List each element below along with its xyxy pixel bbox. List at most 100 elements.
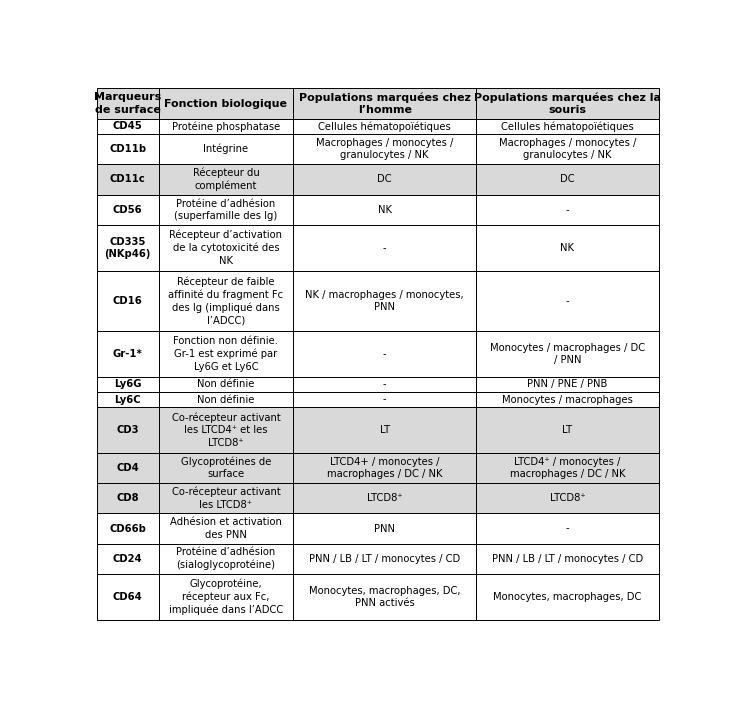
Bar	[158, 225, 293, 271]
Bar	[293, 271, 476, 332]
Text: LTCD8⁺: LTCD8⁺	[550, 494, 585, 503]
Text: PNN / LB / LT / monocytes / CD: PNN / LB / LT / monocytes / CD	[492, 554, 643, 564]
Text: Gr-1*: Gr-1*	[113, 349, 142, 359]
Text: PNN / LB / LT / monocytes / CD: PNN / LB / LT / monocytes / CD	[309, 554, 461, 564]
Text: CD335
(NKp46): CD335 (NKp46)	[105, 236, 151, 259]
Text: Monocytes, macrophages, DC,
PNN activés: Monocytes, macrophages, DC, PNN activés	[309, 585, 461, 608]
Bar	[476, 392, 659, 407]
Bar	[158, 271, 293, 332]
Text: Fonction biologique: Fonction biologique	[164, 99, 287, 109]
Text: Intégrine: Intégrine	[203, 144, 248, 154]
Text: Fonction non définie.
Gr-1 est exprimé par
Ly6G et Ly6C: Fonction non définie. Gr-1 est exprimé p…	[173, 336, 279, 372]
Bar	[158, 574, 293, 620]
Bar	[158, 88, 293, 118]
Bar	[293, 118, 476, 134]
Text: NK: NK	[378, 205, 392, 215]
Bar	[158, 407, 293, 453]
Bar	[476, 483, 659, 513]
Text: Co-récepteur activant
les LTCD4⁺ et les
LTCD8⁺: Co-récepteur activant les LTCD4⁺ et les …	[172, 412, 280, 447]
Bar	[97, 164, 158, 195]
Text: LT: LT	[562, 425, 573, 435]
Bar	[476, 118, 659, 134]
Bar	[476, 513, 659, 544]
Bar	[158, 332, 293, 376]
Text: Monocytes / macrophages / DC
/ PNN: Monocytes / macrophages / DC / PNN	[490, 343, 645, 365]
Bar	[158, 164, 293, 195]
Bar	[293, 483, 476, 513]
Bar	[476, 453, 659, 483]
Text: Glycoprotéine,
récepteur aux Fc,
impliquée dans l’ADCC: Glycoprotéine, récepteur aux Fc, impliqu…	[169, 578, 283, 615]
Text: Récepteur de faible
affinité du fragment Fc
des Ig (impliqué dans
l’ADCC): Récepteur de faible affinité du fragment…	[168, 276, 284, 325]
Bar	[293, 513, 476, 544]
Text: CD11c: CD11c	[110, 175, 145, 184]
Text: Non définie: Non définie	[198, 395, 255, 404]
Text: Glycoprotéines de
surface: Glycoprotéines de surface	[181, 456, 271, 479]
Text: Ly6C: Ly6C	[114, 395, 141, 404]
Text: -: -	[565, 205, 569, 215]
Bar	[97, 88, 158, 118]
Bar	[97, 332, 158, 376]
Bar	[97, 376, 158, 392]
Text: Récepteur du
complément: Récepteur du complément	[192, 168, 259, 191]
Text: CD3: CD3	[116, 425, 139, 435]
Bar	[158, 544, 293, 574]
Text: Macrophages / monocytes /
granulocytes / NK: Macrophages / monocytes / granulocytes /…	[316, 138, 453, 161]
Text: Adhésion et activation
des PNN: Adhésion et activation des PNN	[170, 517, 282, 540]
Bar	[293, 574, 476, 620]
Text: Cellules hématopoïétiques: Cellules hématopoïétiques	[501, 121, 634, 132]
Bar	[158, 376, 293, 392]
Text: LTCD4+ / monocytes /
macrophages / DC / NK: LTCD4+ / monocytes / macrophages / DC / …	[327, 456, 442, 479]
Bar	[476, 195, 659, 225]
Bar	[293, 195, 476, 225]
Text: Protéine d’adhésion
(sialoglycoprotéine): Protéine d’adhésion (sialoglycoprotéine)	[176, 547, 276, 571]
Bar	[97, 544, 158, 574]
Bar	[158, 118, 293, 134]
Text: CD64: CD64	[113, 592, 142, 602]
Text: PNN / PNE / PNB: PNN / PNE / PNB	[527, 379, 607, 389]
Text: Non définie: Non définie	[198, 379, 255, 389]
Bar	[476, 574, 659, 620]
Bar	[476, 407, 659, 453]
Bar	[158, 195, 293, 225]
Text: Monocytes / macrophages: Monocytes / macrophages	[502, 395, 633, 404]
Text: Populations marquées chez
l’homme: Populations marquées chez l’homme	[298, 92, 471, 115]
Text: CD4: CD4	[116, 463, 139, 472]
Text: LTCD8⁺: LTCD8⁺	[367, 494, 402, 503]
Text: CD45: CD45	[113, 121, 142, 131]
Text: CD24: CD24	[113, 554, 142, 564]
Text: Populations marquées chez la
souris: Populations marquées chez la souris	[474, 92, 661, 115]
Text: NK / macrophages / monocytes,
PNN: NK / macrophages / monocytes, PNN	[305, 290, 464, 312]
Bar	[293, 332, 476, 376]
Text: Co-récepteur activant
les LTCD8⁺: Co-récepteur activant les LTCD8⁺	[172, 486, 280, 510]
Bar	[97, 407, 158, 453]
Text: CD8: CD8	[116, 494, 139, 503]
Bar	[158, 453, 293, 483]
Bar	[97, 118, 158, 134]
Bar	[97, 574, 158, 620]
Bar	[97, 195, 158, 225]
Text: DC: DC	[377, 175, 392, 184]
Bar	[293, 164, 476, 195]
Text: DC: DC	[560, 175, 575, 184]
Text: -: -	[383, 243, 386, 253]
Bar	[97, 271, 158, 332]
Text: Ly6G: Ly6G	[113, 379, 142, 389]
Text: Protéine phosphatase: Protéine phosphatase	[172, 121, 280, 132]
Bar	[293, 544, 476, 574]
Bar	[293, 134, 476, 164]
Bar	[158, 483, 293, 513]
Bar	[158, 513, 293, 544]
Text: -: -	[565, 524, 569, 533]
Text: LT: LT	[380, 425, 390, 435]
Text: CD11b: CD11b	[109, 144, 146, 154]
Text: -: -	[565, 296, 569, 306]
Text: CD56: CD56	[113, 205, 142, 215]
Bar	[293, 392, 476, 407]
Bar	[476, 332, 659, 376]
Text: Protéine d’adhésion
(superfamille des Ig): Protéine d’adhésion (superfamille des Ig…	[175, 198, 278, 221]
Text: Marqueurs
de surface: Marqueurs de surface	[94, 93, 161, 115]
Text: CD66b: CD66b	[109, 524, 146, 533]
Bar	[97, 483, 158, 513]
Text: LTCD4⁺ / monocytes /
macrophages / DC / NK: LTCD4⁺ / monocytes / macrophages / DC / …	[510, 456, 625, 479]
Bar	[476, 271, 659, 332]
